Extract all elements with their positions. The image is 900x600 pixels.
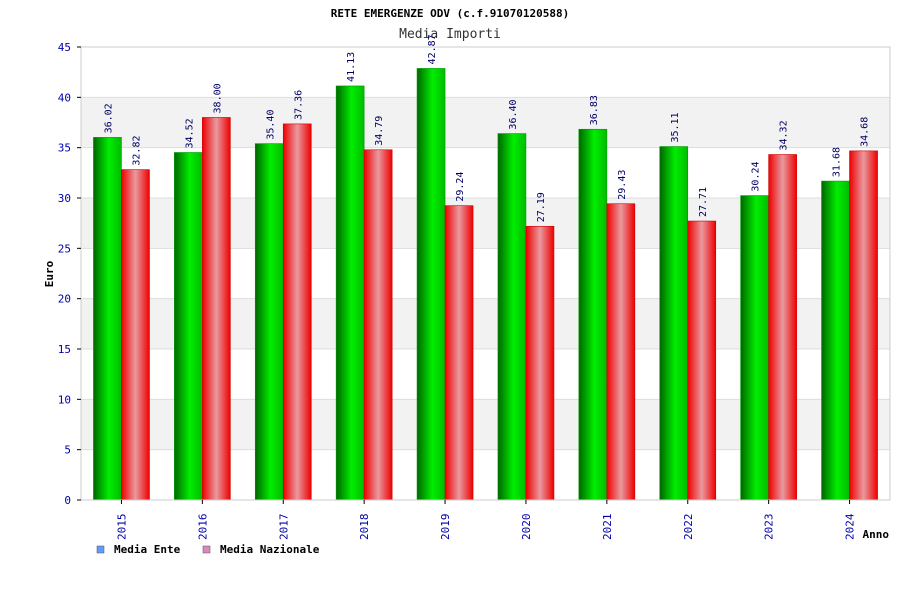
y-tick-label: 5 xyxy=(64,444,71,457)
axes xyxy=(77,46,891,504)
legend-label: Media Ente xyxy=(114,543,181,556)
bar-media-nazionale-2024 xyxy=(849,150,878,501)
plot-frame xyxy=(80,46,891,501)
x-tick-label: 2019 xyxy=(439,514,452,541)
value-label: 27.19 xyxy=(536,192,547,222)
y-tick-label: 10 xyxy=(58,393,71,406)
x-tick-label: 2018 xyxy=(358,514,371,541)
y-tick-label: 30 xyxy=(58,192,71,205)
bar-media-nazionale-2019 xyxy=(444,205,474,501)
y-axis-label: Euro xyxy=(43,260,56,287)
bar-media-nazionale-2017 xyxy=(282,123,312,501)
x-tick-label: 2024 xyxy=(844,513,857,540)
x-tick-label: 2023 xyxy=(763,514,776,541)
bar-media-ente-2022 xyxy=(659,146,689,501)
value-label: 34.68 xyxy=(860,117,871,147)
bar-media-ente-2020 xyxy=(497,133,527,501)
value-label: 36.02 xyxy=(103,103,114,133)
y-tick-labels: 0 5 10 15 20 25 30 35 40 45 xyxy=(58,41,71,507)
value-labels: 36.02 32.82 34.52 38.00 35.40 37.36 41.13 34.79… xyxy=(103,34,870,222)
value-label: 41.13 xyxy=(346,52,357,82)
y-tick-label: 25 xyxy=(58,242,71,255)
value-label: 42.87 xyxy=(427,34,438,64)
bar-media-nazionale-2022 xyxy=(687,220,717,501)
bar-media-nazionale-2016 xyxy=(202,117,231,501)
bar-media-nazionale-2015 xyxy=(121,169,150,501)
y-tick-label: 15 xyxy=(58,343,71,356)
value-label: 29.43 xyxy=(617,170,628,200)
value-label: 34.32 xyxy=(779,120,790,150)
bar-media-ente-2016 xyxy=(174,152,203,501)
value-label: 27.71 xyxy=(698,187,709,217)
bar-media-nazionale-2018 xyxy=(363,149,393,501)
bar-media-ente-2015 xyxy=(93,137,122,501)
y-tick-label: 35 xyxy=(58,142,71,155)
x-axis-label: Anno xyxy=(863,528,890,541)
value-label: 31.68 xyxy=(832,147,843,177)
x-tick-label: 2017 xyxy=(277,514,290,541)
legend-label: Media Nazionale xyxy=(220,543,320,556)
value-label: 34.52 xyxy=(184,118,195,148)
value-label: 38.00 xyxy=(212,83,223,113)
x-tick-label: 2016 xyxy=(196,514,209,541)
x-tick-labels: 2015 2016 2017 2018 2019 2020 2021 2022 2023 2024 xyxy=(115,513,856,540)
plot-band xyxy=(81,47,890,98)
legend-swatch xyxy=(96,545,105,554)
value-label: 36.83 xyxy=(589,95,600,125)
x-tick-label: 2020 xyxy=(520,514,533,541)
chart-title: RETE EMERGENZE ODV (c.f.91070120588) xyxy=(331,7,569,20)
value-label: 36.40 xyxy=(508,99,519,129)
bar-media-ente-2023 xyxy=(740,195,769,501)
value-label: 29.24 xyxy=(455,172,466,202)
value-label: 32.82 xyxy=(131,136,142,166)
bar-media-ente-2018 xyxy=(335,85,365,501)
x-tick-label: 2021 xyxy=(601,514,614,541)
bar-media-ente-2021 xyxy=(578,128,608,501)
value-label: 37.36 xyxy=(293,90,304,120)
y-tick-label: 0 xyxy=(64,494,71,507)
bar-media-nazionale-2023 xyxy=(768,154,797,501)
chart-subtitle: Media Importi xyxy=(399,27,501,42)
legend-swatch xyxy=(202,545,211,554)
y-tick-label: 40 xyxy=(58,91,71,104)
bar-media-ente-2019 xyxy=(416,68,446,501)
bar-media-nazionale-2021 xyxy=(606,203,636,501)
legend: Media Ente Media Nazionale xyxy=(96,543,320,556)
bar-media-nazionale-2020 xyxy=(525,225,555,501)
bar-media-ente-2017 xyxy=(254,143,284,501)
y-tick-label: 20 xyxy=(58,293,71,306)
value-label: 35.40 xyxy=(265,110,276,140)
bars xyxy=(93,68,878,501)
y-tick-label: 45 xyxy=(58,41,71,54)
x-tick-label: 2015 xyxy=(115,514,128,541)
bar-media-ente-2024 xyxy=(821,180,850,501)
value-label: 35.11 xyxy=(670,112,681,142)
value-label: 30.24 xyxy=(751,161,762,191)
value-label: 34.79 xyxy=(374,116,385,146)
x-tick-label: 2022 xyxy=(682,514,695,541)
